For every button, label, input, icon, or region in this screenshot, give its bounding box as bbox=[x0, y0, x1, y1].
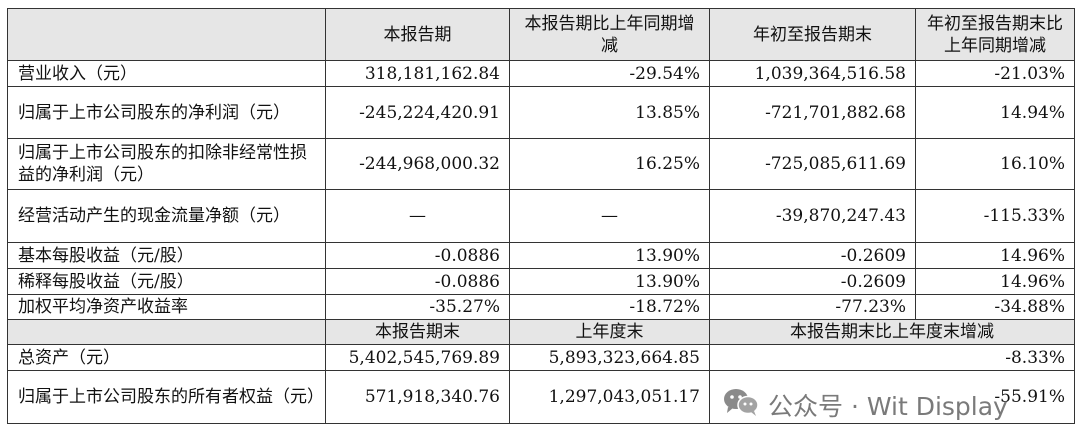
header-period-end-change: 本报告期末比上年度末增减 bbox=[709, 319, 1075, 345]
header-blank-cell bbox=[7, 319, 326, 345]
cell-value: 571,918,340.76 bbox=[325, 370, 510, 424]
header-period-end: 本报告期末 bbox=[325, 319, 510, 345]
row-label: 营业收入（元） bbox=[7, 60, 326, 87]
table-row: 归属于上市公司股东的扣除非经常性损益的净利润（元） -244,968,000.3… bbox=[7, 138, 1075, 190]
cell-value: 1,297,043,051.17 bbox=[509, 370, 710, 424]
cell-value: -35.27% bbox=[325, 294, 510, 320]
cell-value: 13.90% bbox=[509, 242, 710, 269]
cell-value: — bbox=[509, 189, 710, 243]
row-label: 归属于上市公司股东的所有者权益（元） bbox=[7, 370, 326, 424]
cell-value: -8.33% bbox=[709, 344, 1075, 371]
header-prior-year-end: 上年度末 bbox=[509, 319, 710, 345]
cell-value: -245,224,420.91 bbox=[325, 86, 510, 139]
table-row: 归属于上市公司股东的净利润（元） -245,224,420.91 13.85% … bbox=[7, 86, 1075, 139]
cell-value: — bbox=[325, 189, 510, 243]
cell-value: 1,039,364,516.58 bbox=[709, 60, 916, 87]
cell-value: -55.91% bbox=[709, 370, 1075, 424]
table-row: 营业收入（元） 318,181,162.84 -29.54% 1,039,364… bbox=[7, 60, 1075, 87]
cell-value: 13.85% bbox=[509, 86, 710, 139]
cell-value: -34.88% bbox=[915, 294, 1075, 320]
header-current-change: 本报告期比上年同期增减 bbox=[509, 8, 710, 61]
row-label: 稀释每股收益（元/股） bbox=[7, 268, 326, 295]
cell-value: -725,085,611.69 bbox=[709, 138, 916, 190]
cell-value: 16.10% bbox=[915, 138, 1075, 190]
header-row-balance: 本报告期末 上年度末 本报告期末比上年度末增减 bbox=[7, 319, 1075, 345]
cell-value: -244,968,000.32 bbox=[325, 138, 510, 190]
table-row: 经营活动产生的现金流量净额（元） — — -39,870,247.43 -115… bbox=[7, 189, 1075, 243]
header-current-period: 本报告期 bbox=[325, 8, 510, 61]
cell-value: 5,893,323,664.85 bbox=[509, 344, 710, 371]
cell-value: 318,181,162.84 bbox=[325, 60, 510, 87]
cell-value: -721,701,882.68 bbox=[709, 86, 916, 139]
table-row: 归属于上市公司股东的所有者权益（元） 571,918,340.76 1,297,… bbox=[7, 370, 1075, 424]
cell-value: -0.0886 bbox=[325, 268, 510, 295]
table-row: 基本每股收益（元/股） -0.0886 13.90% -0.2609 14.96… bbox=[7, 242, 1075, 269]
cell-value: -29.54% bbox=[509, 60, 710, 87]
cell-value: 16.25% bbox=[509, 138, 710, 190]
header-ytd: 年初至报告期末 bbox=[709, 8, 916, 61]
financial-table: 本报告期 本报告期比上年同期增减 年初至报告期末 年初至报告期末比上年同期增减 … bbox=[7, 8, 1075, 424]
cell-value: -0.2609 bbox=[709, 268, 916, 295]
cell-value: 13.90% bbox=[509, 268, 710, 295]
cell-value: 14.94% bbox=[915, 86, 1075, 139]
cell-value: 5,402,545,769.89 bbox=[325, 344, 510, 371]
cell-value: -0.0886 bbox=[325, 242, 510, 269]
header-ytd-change: 年初至报告期末比上年同期增减 bbox=[915, 8, 1075, 61]
row-label: 归属于上市公司股东的扣除非经常性损益的净利润（元） bbox=[7, 138, 326, 190]
cell-value: 14.96% bbox=[915, 242, 1075, 269]
cell-value: -18.72% bbox=[509, 294, 710, 320]
cell-value: -39,870,247.43 bbox=[709, 189, 916, 243]
header-blank-cell bbox=[7, 8, 326, 61]
cell-value: -77.23% bbox=[709, 294, 916, 320]
table-row: 加权平均净资产收益率 -35.27% -18.72% -77.23% -34.8… bbox=[7, 294, 1075, 320]
row-label: 加权平均净资产收益率 bbox=[7, 294, 326, 320]
row-label: 基本每股收益（元/股） bbox=[7, 242, 326, 269]
cell-value: -115.33% bbox=[915, 189, 1075, 243]
cell-value: -21.03% bbox=[915, 60, 1075, 87]
cell-value: -0.2609 bbox=[709, 242, 916, 269]
table-row: 总资产（元） 5,402,545,769.89 5,893,323,664.85… bbox=[7, 344, 1075, 371]
header-row: 本报告期 本报告期比上年同期增减 年初至报告期末 年初至报告期末比上年同期增减 bbox=[7, 8, 1075, 61]
row-label: 归属于上市公司股东的净利润（元） bbox=[7, 86, 326, 139]
row-label: 总资产（元） bbox=[7, 344, 326, 371]
row-label: 经营活动产生的现金流量净额（元） bbox=[7, 189, 326, 243]
cell-value: 14.96% bbox=[915, 268, 1075, 295]
table-row: 稀释每股收益（元/股） -0.0886 13.90% -0.2609 14.96… bbox=[7, 268, 1075, 295]
